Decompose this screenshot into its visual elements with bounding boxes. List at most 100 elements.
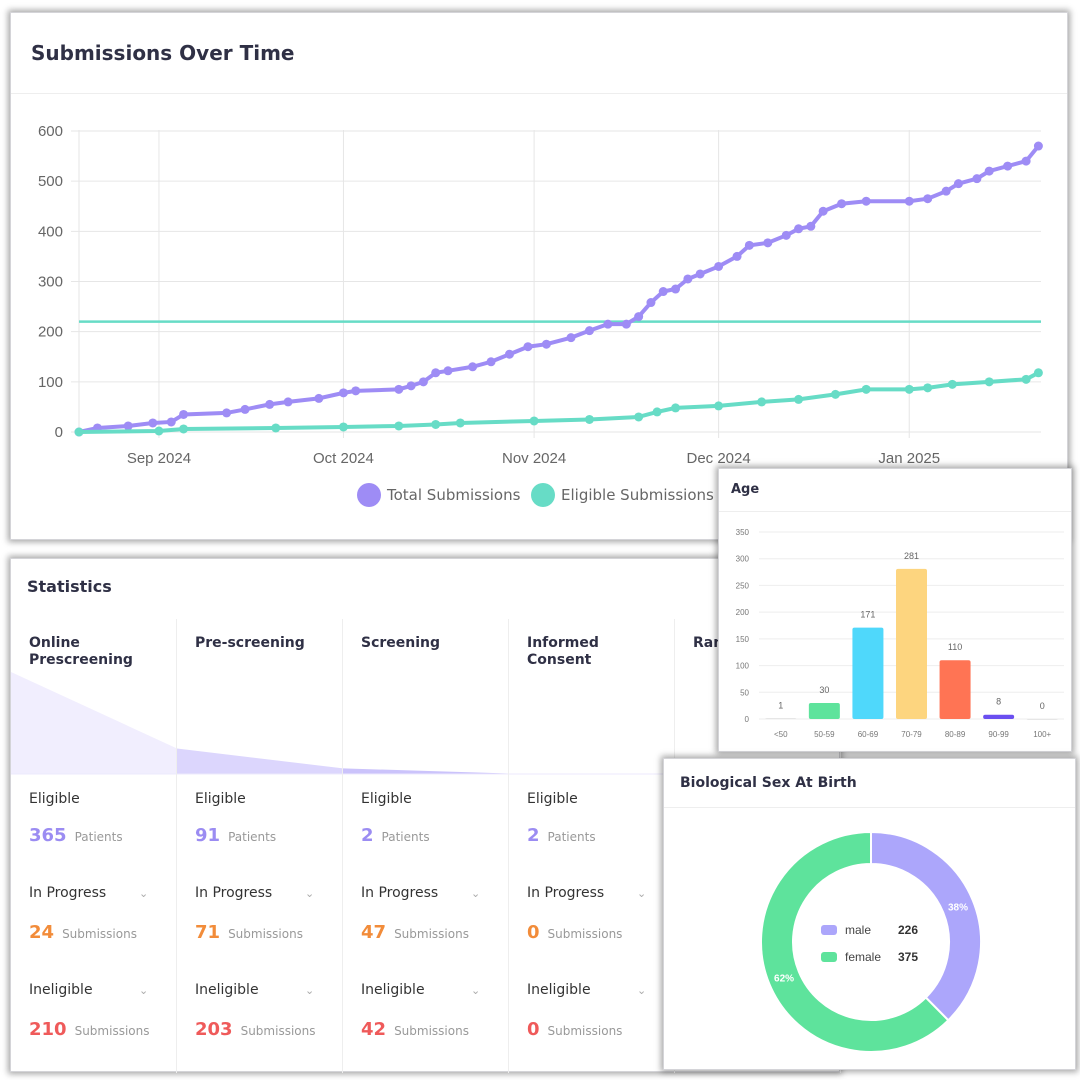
legend-total-swatch [357,483,381,507]
data-point [923,383,933,393]
bar-value-label: 0 [1040,701,1045,711]
eligible-label: Eligible [527,791,578,807]
legend-total[interactable]: Total Submissions [357,483,520,507]
eligible-count: 2 [361,825,374,846]
data-point [523,342,533,352]
data-point [505,349,514,359]
legend-value: 226 [898,923,918,937]
y-tick-label: 200 [736,608,750,617]
x-tick-label: Dec 2024 [686,450,750,467]
legend-swatch [821,952,837,962]
data-point [714,261,724,271]
bar [852,627,884,719]
in-progress-label: In Progress [195,885,273,901]
data-point [732,251,742,261]
chevron-down-icon[interactable]: ⌄ [139,887,149,900]
ineligible-count: 0 [527,1019,540,1040]
legend-eligible[interactable]: Eligible Submissions [531,483,714,507]
age-bar-chart: 0 50 100 150 200 250 300 350 1 <50 30 50-59 171 60-69… [736,528,1064,739]
data-point [634,312,644,322]
ineligible-count: 42 [361,1019,387,1040]
sex-donut-chart: 38% male 226 62% female 375 [760,830,982,1053]
ineligible-toggle[interactable]: Ineligible [527,982,591,998]
in-progress-toggle[interactable]: In Progress [195,885,272,901]
data-point [351,386,361,396]
ineligible-label: Ineligible [29,982,93,998]
data-point [830,389,840,399]
in-progress-toggle[interactable]: In Progress [527,885,604,901]
data-point [781,230,791,240]
chevron-down-icon[interactable]: ⌄ [305,984,315,997]
data-point [418,377,428,387]
y-tick-label: 500 [38,173,63,190]
legend-label: male [845,923,871,937]
data-point [314,393,324,403]
data-point [541,339,551,349]
donut-slice-male [870,830,982,1022]
data-point [923,194,933,204]
data-point [744,240,754,250]
ineligible-count: 203 [195,1019,233,1040]
data-point [621,319,631,329]
in-progress-value: 0 Submissions [527,922,622,943]
data-point [431,419,441,429]
ineligible-toggle[interactable]: Ineligible [195,982,259,998]
stage-name: Informed Consent [527,635,599,668]
chevron-down-icon[interactable]: ⌄ [637,887,647,900]
data-point [394,421,404,431]
legend-eligible-label: Eligible Submissions [561,486,714,504]
data-point [265,399,275,409]
y-tick-label: 600 [38,123,63,140]
x-tick-label: Nov 2024 [502,450,566,467]
ineligible-toggle[interactable]: Ineligible [29,982,93,998]
ineligible-label: Ineligible [527,982,591,998]
in-progress-value: 71 Submissions [195,922,303,943]
legend-label: female [845,950,881,964]
x-tick-label: 80-89 [945,730,966,739]
ineligible-value: 210 Submissions [29,1019,149,1040]
x-tick-label: 100+ [1033,730,1051,739]
stage-name: Pre-screening [195,635,305,651]
eligible-label: Eligible [361,791,412,807]
in-progress-toggle[interactable]: In Progress [361,885,438,901]
in-progress-toggle[interactable]: In Progress [29,885,106,901]
data-point [904,384,914,394]
patients-unit: Patients [547,830,596,844]
data-point [953,179,963,189]
data-point [123,421,133,431]
data-point [74,427,84,437]
data-point [406,381,416,391]
bar-value-label: 8 [996,697,1001,707]
chevron-down-icon[interactable]: ⌄ [139,984,149,997]
chevron-down-icon[interactable]: ⌄ [471,984,481,997]
data-point [861,384,871,394]
in-progress-count: 0 [527,922,540,943]
funnel-segment [343,768,509,774]
ineligible-value: 203 Submissions [195,1019,315,1040]
in-progress-value: 24 Submissions [29,922,137,943]
data-point [584,326,594,336]
chevron-down-icon[interactable]: ⌄ [471,887,481,900]
in-progress-count: 71 [195,922,221,943]
x-tick-label: 70-79 [901,730,922,739]
data-point [584,414,594,424]
data-point [394,384,404,394]
in-progress-count: 24 [29,922,55,943]
data-point [222,408,232,418]
x-tick-label: Jan 2025 [878,450,940,467]
data-point [904,196,914,206]
ineligible-value: 42 Submissions [361,1019,469,1040]
data-point [148,418,158,428]
eligible-value: 91 Patients [195,825,276,846]
chevron-down-icon[interactable]: ⌄ [305,887,315,900]
slice-percent-label: 62% [774,974,794,985]
chevron-down-icon[interactable]: ⌄ [637,984,647,997]
ineligible-label: Ineligible [361,982,425,998]
card-title: Submissions Over Time [31,41,295,65]
legend-eligible-swatch [531,483,555,507]
ineligible-toggle[interactable]: Ineligible [361,982,425,998]
data-point [984,166,994,176]
y-tick-label: 150 [736,635,750,644]
bar [765,718,797,719]
data-point [683,274,693,284]
